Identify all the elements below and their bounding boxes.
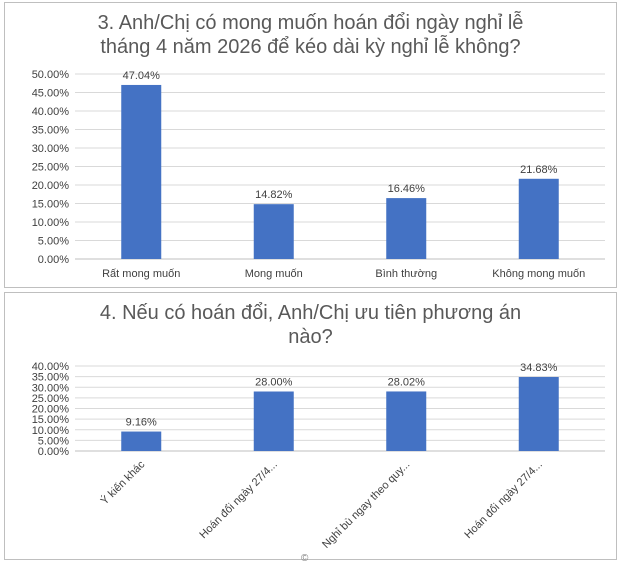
x-category-label: Không mong muốn xyxy=(492,268,585,280)
x-category-label: Rất mong muốn xyxy=(102,268,180,280)
y-tick-label: 45.00% xyxy=(32,88,70,100)
y-tick-label: 20.00% xyxy=(32,180,70,192)
bar-chart-question-3: 0.00% 5.00% 10.00% 15.00% 20.00% 25.00% 30.00%… xyxy=(32,69,605,280)
data-label: 34.83% xyxy=(520,362,558,374)
x-category-label: Mong muốn xyxy=(245,268,303,280)
x-category-label: Ý kiến khác xyxy=(98,458,148,508)
y-tick-label: 10.00% xyxy=(32,425,70,437)
bar xyxy=(121,431,162,451)
y-tick-label: 25.00% xyxy=(32,162,70,174)
chart-title-line-1: 4. Nếu có hoán đổi, Anh/Chị ưu tiên phươ… xyxy=(99,302,522,324)
data-label: 47.04% xyxy=(123,70,161,82)
chart-panel-question-4: 4. Nếu có hoán đổi, Anh/Chị ưu tiên phươ… xyxy=(4,292,617,560)
y-tick-label: 5.00% xyxy=(38,236,69,248)
x-category-label: Hoán đổi ngày 27/4... xyxy=(462,459,544,541)
y-tick-label: 30.00% xyxy=(32,143,70,155)
chart-title-line-2: tháng 4 năm 2026 để kéo dài kỳ nghỉ lễ k… xyxy=(100,36,521,58)
bar-chart-question-4: 0.00%5.00%10.00%15.00%20.00%25.00%30.00%… xyxy=(32,361,605,551)
chart-title-line-2: nào? xyxy=(288,326,333,348)
bar xyxy=(386,391,427,451)
y-tick-label: 5.00% xyxy=(38,435,69,447)
x-category-label: Nghỉ bù ngay theo quy... xyxy=(320,459,412,551)
y-tick-label: 20.00% xyxy=(32,404,70,416)
y-tick-label: 0.00% xyxy=(38,446,69,458)
x-category-label: Hoán đổi ngày 27/4... xyxy=(197,459,279,541)
y-tick-label: 40.00% xyxy=(32,106,70,118)
y-tick-label: 15.00% xyxy=(32,199,70,211)
y-tick-label: 15.00% xyxy=(32,414,70,426)
y-tick-label: 35.00% xyxy=(32,125,70,137)
data-label: 14.82% xyxy=(255,189,293,201)
y-tick-label: 40.00% xyxy=(32,361,70,373)
bar xyxy=(518,376,559,451)
bar xyxy=(253,204,294,259)
y-tick-label: 25.00% xyxy=(32,393,70,405)
chart-title: 3. Anh/Chị có mong muốn hoán đổi ngày ng… xyxy=(5,11,616,59)
data-label: 28.02% xyxy=(388,376,426,388)
copyright-mark: © xyxy=(301,553,309,564)
data-label: 9.16% xyxy=(126,417,157,429)
y-tick-label: 30.00% xyxy=(32,382,70,394)
y-tick-label: 50.00% xyxy=(32,69,70,81)
chart-title-line-1: 3. Anh/Chị có mong muốn hoán đổi ngày ng… xyxy=(97,12,524,34)
y-tick-label: 0.00% xyxy=(38,254,69,266)
x-category-label: Bình thường xyxy=(375,268,437,280)
chart-panel-question-3: 3. Anh/Chị có mong muốn hoán đổi ngày ng… xyxy=(4,2,617,288)
chart-title: 4. Nếu có hoán đổi, Anh/Chị ưu tiên phươ… xyxy=(5,301,616,349)
bar xyxy=(518,178,559,259)
y-tick-label: 35.00% xyxy=(32,372,70,384)
y-tick-label: 10.00% xyxy=(32,217,70,229)
data-label: 28.00% xyxy=(255,377,293,389)
bar xyxy=(386,198,427,259)
bar xyxy=(121,84,162,260)
data-label: 21.68% xyxy=(520,164,558,176)
data-label: 16.46% xyxy=(388,183,426,195)
bar xyxy=(253,391,294,451)
